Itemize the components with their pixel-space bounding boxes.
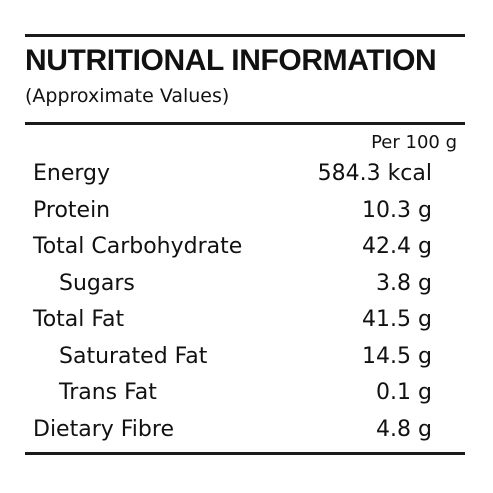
nutrient-label: Trans Fat	[59, 380, 157, 405]
nutrient-row-sugars: Sugars 3.8 g	[25, 266, 465, 303]
nutrient-value: 0.1 g	[376, 380, 432, 405]
nutrient-value: 41.5 g	[362, 307, 432, 332]
nutrient-label: Saturated Fat	[59, 343, 208, 369]
nutrient-value: 42.4 g	[362, 234, 432, 259]
nutrient-value: 3.8 g	[376, 270, 432, 296]
nutrient-label: Sugars	[59, 270, 135, 296]
nutrient-row-total-carbohydrate: Total Carbohydrate 42.4 g	[25, 229, 465, 266]
per-serving-header: Per 100 g	[371, 132, 457, 153]
bottom-divider	[25, 452, 465, 455]
header-divider	[25, 122, 465, 125]
nutrient-value: 14.5 g	[362, 343, 432, 369]
panel-title: NUTRITIONAL INFORMATION	[25, 44, 437, 77]
nutrient-label: Protein	[33, 197, 111, 223]
nutrient-row-saturated-fat: Saturated Fat 14.5 g	[25, 339, 465, 376]
nutrient-value: 584.3 kcal	[317, 161, 432, 186]
top-divider	[25, 34, 465, 37]
nutrient-label: Energy	[33, 161, 111, 186]
nutrient-table: Energy 584.3 kcal Protein 10.3 g Total C…	[25, 156, 465, 448]
nutrient-row-energy: Energy 584.3 kcal	[25, 156, 465, 193]
nutrient-row-protein: Protein 10.3 g	[25, 193, 465, 230]
nutrient-label: Dietary Fibre	[33, 416, 174, 442]
nutrient-value: 4.8 g	[376, 416, 432, 442]
nutrient-row-trans-fat: Trans Fat 0.1 g	[25, 375, 465, 412]
nutrient-label: Total Fat	[33, 307, 125, 332]
nutrient-row-dietary-fibre: Dietary Fibre 4.8 g	[25, 412, 465, 449]
nutrient-value: 10.3 g	[362, 197, 432, 223]
panel-subtitle: (Approximate Values)	[25, 85, 230, 107]
nutrient-row-total-fat: Total Fat 41.5 g	[25, 302, 465, 339]
nutrient-label: Total Carbohydrate	[33, 234, 243, 259]
